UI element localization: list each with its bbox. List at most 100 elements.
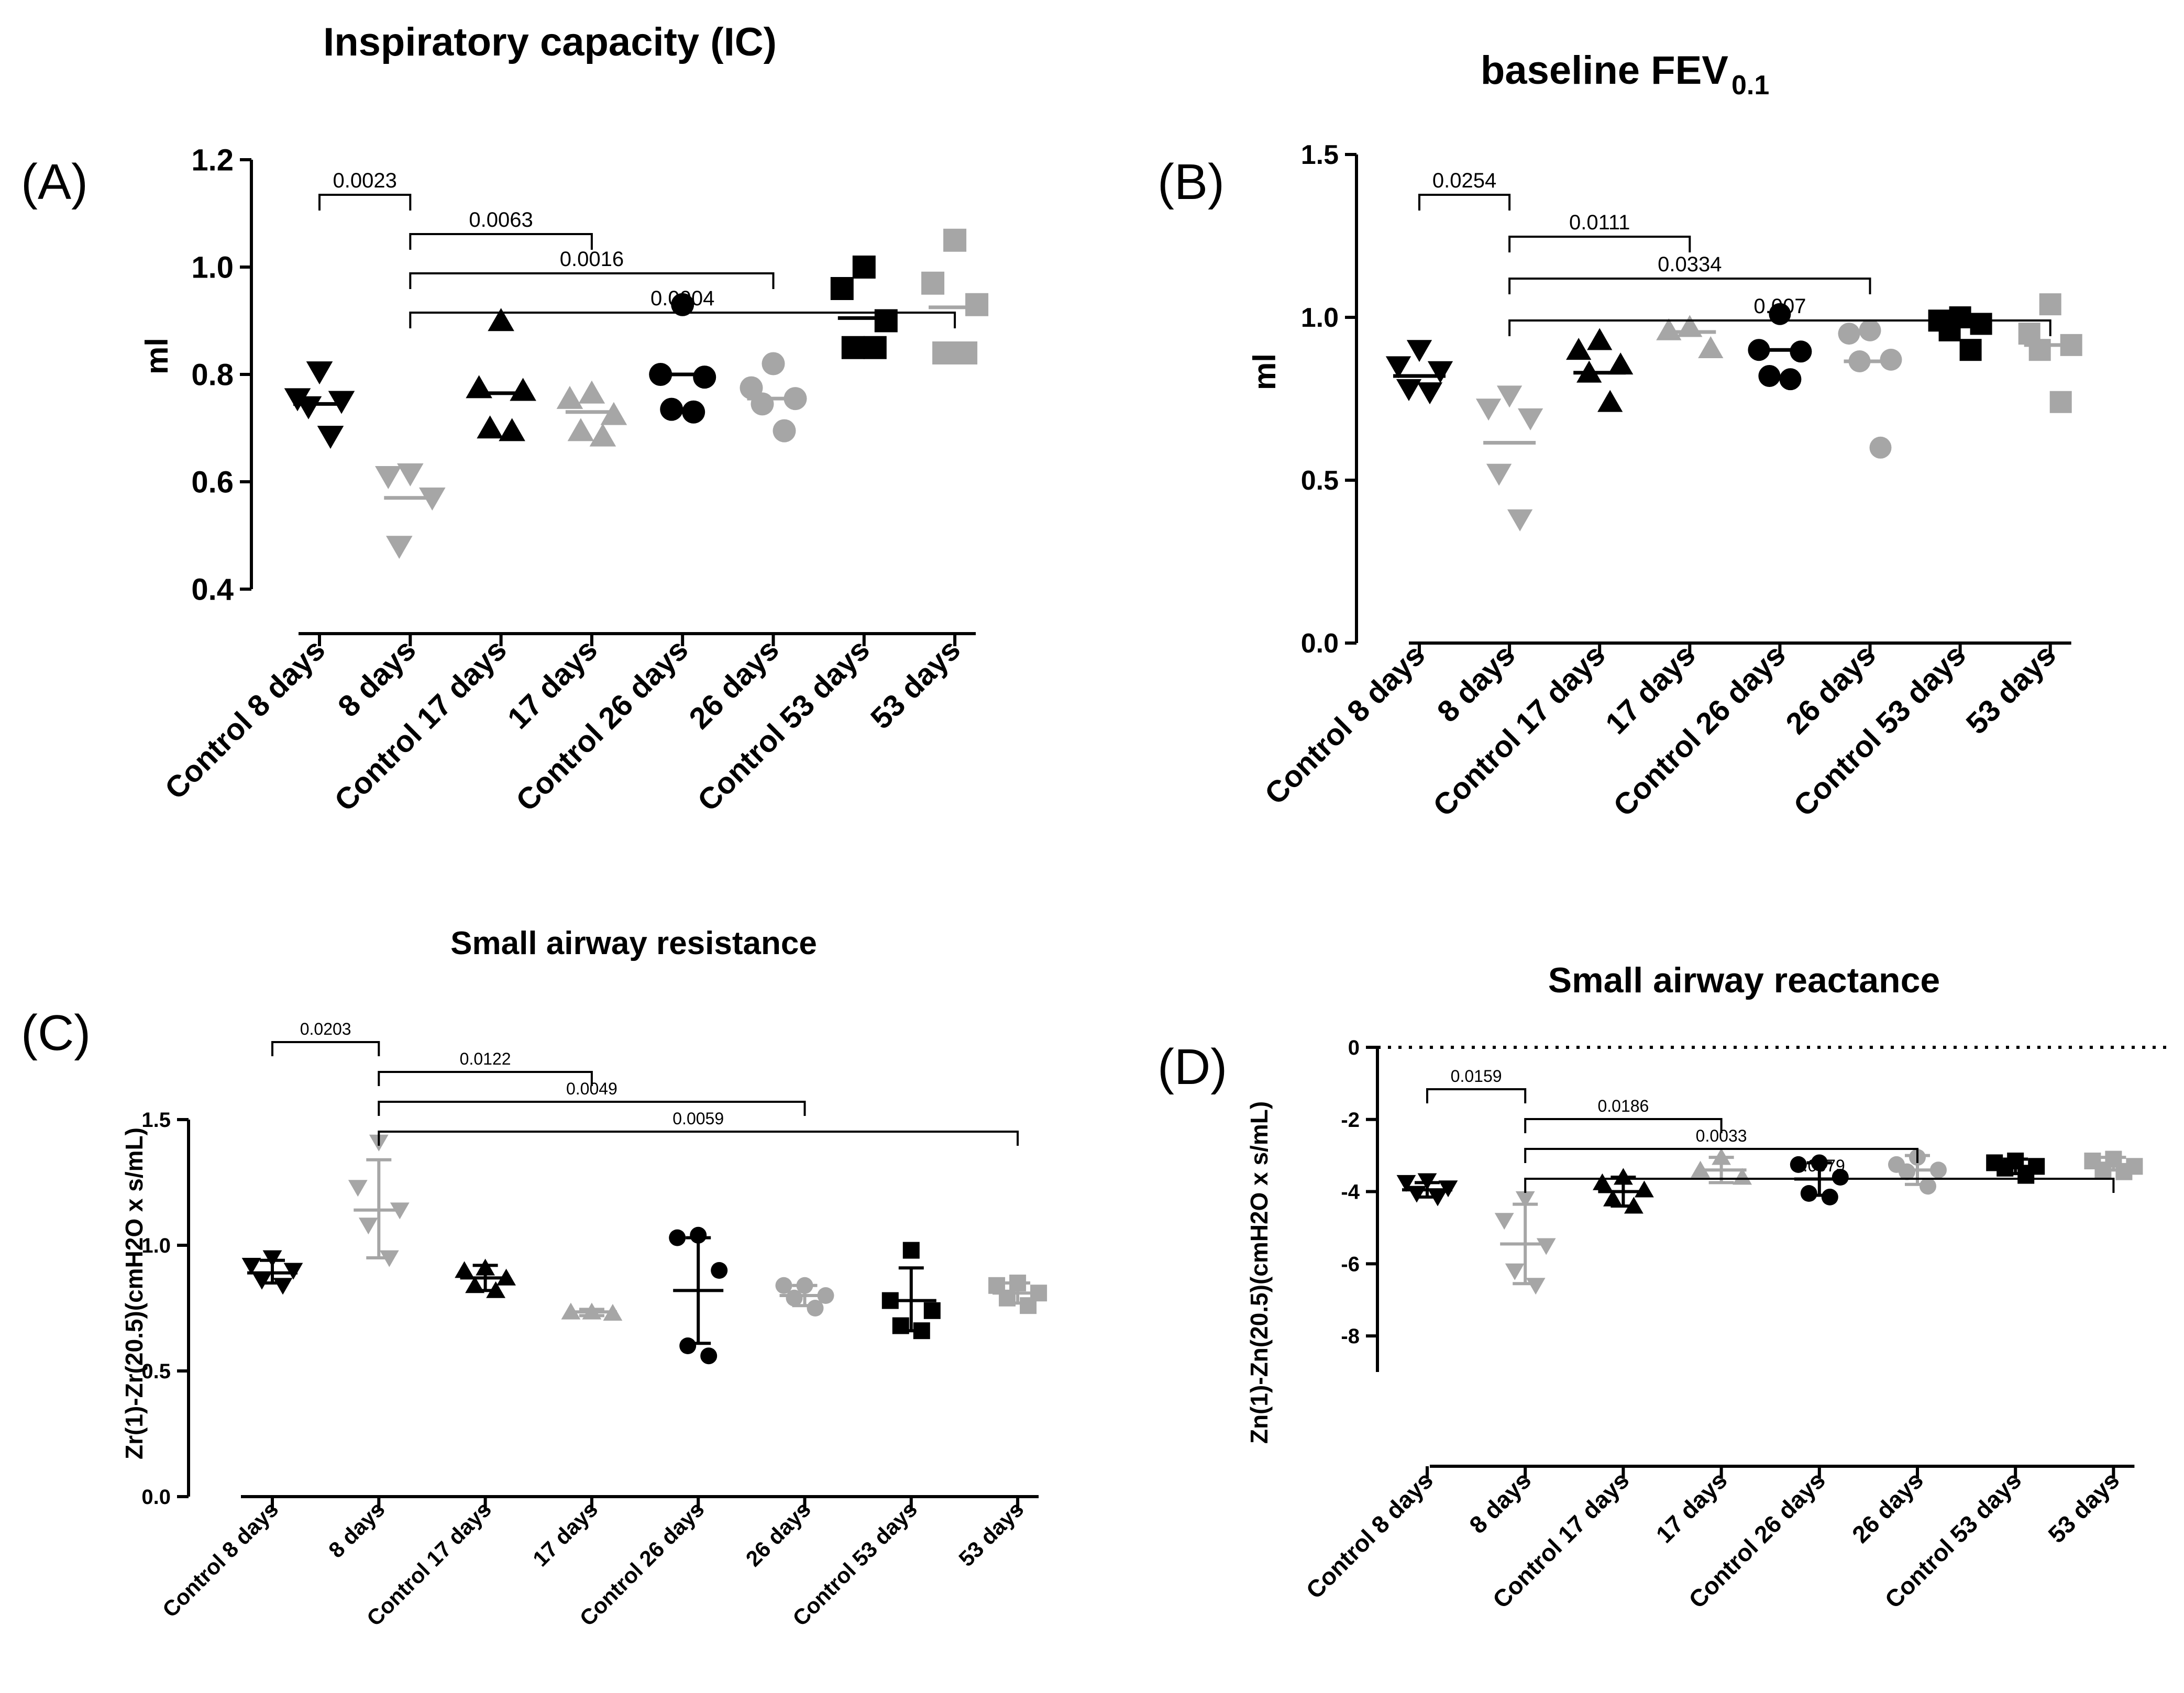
panel-c-data-point — [711, 1262, 728, 1279]
panel-a-data-point — [932, 341, 956, 364]
panel-a-significance-bracket: 0.0023 — [318, 169, 412, 211]
panel-d-series-1 — [1494, 1191, 1556, 1295]
panel-b-data-point — [2049, 391, 2072, 413]
panel-b-p-value-label: 0.0254 — [1432, 169, 1496, 192]
panel-c-y-axis-label: Zr(1)-Zr(20.5)(cmH2O x s/mL) — [120, 1127, 148, 1459]
panel-a-data-point — [921, 271, 945, 295]
panel-c-p-value-label: 0.0122 — [460, 1049, 511, 1068]
panel-a-data-point — [740, 376, 763, 400]
panel-d-series-5 — [1888, 1149, 1947, 1195]
panel-a-bracket-line — [409, 272, 775, 289]
panel-a-data-point — [965, 293, 989, 316]
panel-a-y-tick-label: 0.8 — [191, 358, 234, 392]
panel-a-significance-bracket: 0.0016 — [409, 248, 775, 289]
panel-a-label: (A) — [21, 154, 88, 210]
panel-a-data-point — [830, 277, 854, 300]
panel-a-data-point — [589, 423, 616, 447]
panel-a-series-5 — [740, 352, 807, 442]
panel-b-p-value-label: 0.0111 — [1569, 211, 1630, 234]
panel-a-data-point — [556, 385, 583, 409]
panel-b-significance-bracket: 0.0334 — [1508, 253, 1871, 294]
panel-a-data-point — [762, 352, 785, 375]
panel-c-bracket-line — [378, 1101, 806, 1116]
panel-d-data-point — [1505, 1263, 1525, 1280]
panel-c-series-0 — [241, 1250, 303, 1295]
panel-b-series-2 — [1566, 328, 1634, 412]
panel-a-p-value-label: 0.0023 — [333, 169, 396, 192]
panel-d-significance-bracket: 0.0186 — [1524, 1097, 1723, 1133]
panel-d-y-tick-label: -4 — [1341, 1181, 1360, 1204]
panel-a-p-value-label: 0.0063 — [469, 208, 533, 231]
panel-b-y-tick-label: 0.5 — [1301, 466, 1339, 496]
panel-c-data-point — [455, 1261, 474, 1278]
panel-d-significance-bracket: 0.0159 — [1426, 1067, 1527, 1103]
panel-b-bracket-line — [1418, 194, 1511, 211]
panel-b-data-point — [1385, 356, 1411, 379]
panel-d-data-point — [1899, 1163, 1915, 1180]
panel-b-series-4 — [1748, 303, 1812, 391]
panel-a-data-point — [499, 418, 525, 441]
panel-d-y-tick-label: 0 — [1348, 1036, 1360, 1059]
panel-b-data-point — [1838, 323, 1860, 345]
panel-b-label: (B) — [1157, 154, 1225, 210]
panel-d-series-7 — [2084, 1150, 2143, 1180]
panel-a-bracket-line — [318, 194, 412, 211]
panel-a-data-point — [751, 392, 774, 416]
panel-c-y-tick-label: 1.0 — [141, 1234, 171, 1257]
panel-a-bracket-line — [409, 312, 956, 328]
panel-d-y-tick-label: -8 — [1341, 1325, 1360, 1348]
panel-b-bracket-line — [1508, 319, 2051, 336]
panel-b-data-point — [1779, 368, 1802, 391]
panel-a-series-0 — [284, 361, 355, 449]
panel-b-data-point — [1396, 379, 1422, 401]
panel-c-series-2 — [455, 1258, 516, 1298]
panel-d-bracket-line — [1524, 1118, 1723, 1133]
panel-a-data-point — [295, 396, 322, 419]
panel-c-data-point — [262, 1250, 282, 1267]
panel-b-y-tick-label: 1.0 — [1301, 303, 1339, 333]
panel-a-data-point — [578, 380, 605, 404]
panel-c-data-point — [252, 1272, 272, 1290]
panel-c-significance-bracket: 0.0059 — [378, 1109, 1019, 1146]
panel-a-series-7 — [921, 228, 989, 364]
panel-a-data-point — [943, 228, 967, 252]
panel-a-data-point — [317, 426, 344, 449]
panel-c-series-1 — [348, 1134, 410, 1267]
panel-c-data-point — [775, 1277, 792, 1294]
panel-c-series-4 — [669, 1226, 728, 1365]
panel-b-data-point — [1496, 385, 1523, 408]
panel-d-y-tick-label: -6 — [1341, 1253, 1360, 1276]
panel-c-data-point — [669, 1229, 686, 1246]
panel-d-series-6 — [1986, 1153, 2045, 1184]
panel-a-data-point — [375, 466, 402, 489]
panel-b-series-3 — [1656, 315, 1724, 358]
panel-b-significance-bracket: 0.0254 — [1418, 169, 1511, 211]
panel-c-bracket-line — [271, 1041, 380, 1056]
panel-a-title: Inspiratory capacity (IC) — [323, 20, 777, 64]
panel-b-data-point — [1698, 336, 1724, 358]
panel-b-title-subscript: 0.1 — [1731, 70, 1769, 101]
panel-b-data-point — [1406, 340, 1432, 362]
panel-b-p-value-label: 0.007 — [1753, 295, 1806, 318]
panel-d-y-tick-label: -2 — [1341, 1109, 1360, 1132]
panel-c-y-tick-label: 1.5 — [141, 1109, 171, 1132]
panel-a-significance-bracket: 0.0063 — [409, 208, 593, 250]
panel-c-data-point — [679, 1337, 697, 1354]
panel-a-data-point — [954, 341, 978, 364]
panel-c-significance-bracket: 0.0203 — [271, 1020, 380, 1056]
panel-a-series-3 — [556, 380, 627, 447]
panel-d-series-4 — [1790, 1154, 1849, 1205]
panel-d-data-point — [1515, 1191, 1535, 1208]
panel-b-data-point — [1427, 361, 1453, 383]
panel-d-p-value-label: 0.0159 — [1451, 1067, 1502, 1086]
panel-d-data-point — [2017, 1167, 2035, 1184]
panel-a-series-1 — [375, 463, 446, 559]
panel-d-series-2 — [1593, 1168, 1654, 1214]
panel-c-data-point — [807, 1300, 824, 1316]
panel-d-data-point — [1494, 1213, 1514, 1230]
panel-b-y-tick-label: 1.5 — [1301, 140, 1339, 170]
panel-c-series-3 — [561, 1302, 623, 1321]
panel-b-series-7 — [2018, 293, 2082, 413]
panel-b-data-point — [1507, 509, 1533, 532]
